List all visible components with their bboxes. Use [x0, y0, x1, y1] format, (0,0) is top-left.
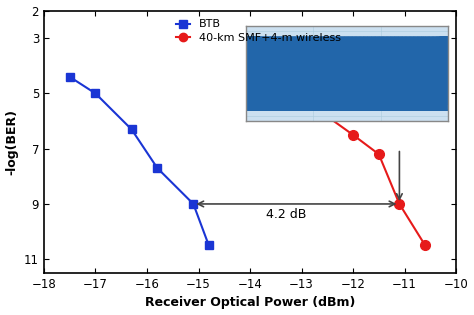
Legend: BTB, 40-km SMF+4-m wireless: BTB, 40-km SMF+4-m wireless	[173, 16, 344, 46]
Text: 4.2 dB: 4.2 dB	[266, 208, 306, 220]
Y-axis label: -log(BER): -log(BER)	[6, 109, 18, 175]
X-axis label: Receiver Optical Power (dBm): Receiver Optical Power (dBm)	[145, 296, 355, 309]
